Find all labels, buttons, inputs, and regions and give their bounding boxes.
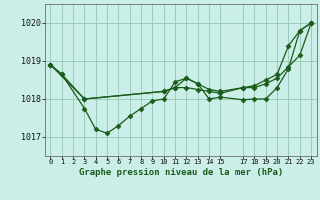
X-axis label: Graphe pression niveau de la mer (hPa): Graphe pression niveau de la mer (hPa): [79, 168, 283, 177]
